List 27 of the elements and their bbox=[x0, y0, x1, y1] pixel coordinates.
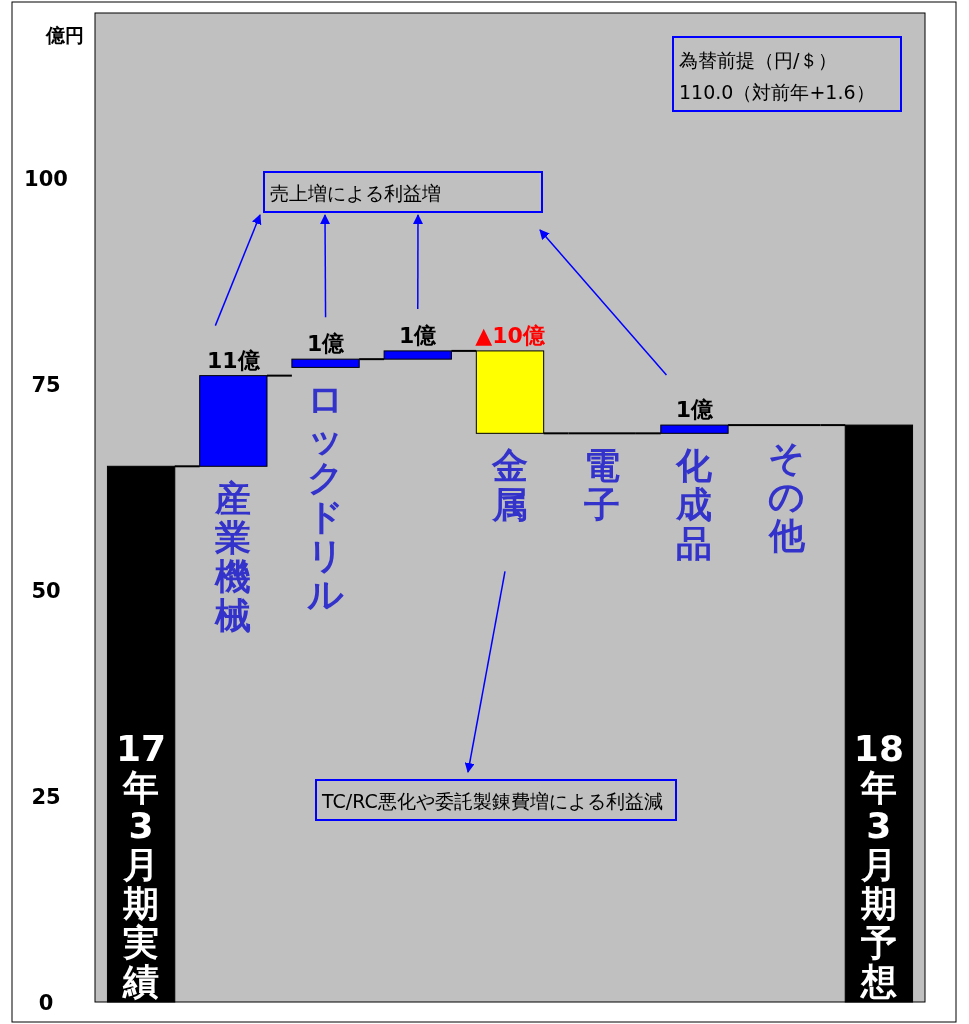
bar bbox=[475, 350, 545, 434]
y-tick-label: 0 bbox=[38, 991, 54, 1015]
x-tick-label: 産業機械 bbox=[214, 478, 252, 636]
y-axis-title: 億円 bbox=[45, 24, 84, 46]
y-tick-label: 75 bbox=[31, 372, 61, 397]
y-tick-label: 25 bbox=[31, 784, 61, 809]
data-label: 11億 bbox=[207, 347, 261, 373]
x-tick-label: その他 bbox=[767, 436, 806, 556]
x-tick-label: ロックドリル bbox=[307, 379, 345, 615]
data-label: 1億 bbox=[306, 331, 346, 357]
bar bbox=[383, 350, 452, 360]
y-tick-label: 100 bbox=[24, 166, 68, 191]
data-label: ▲10億 bbox=[475, 322, 546, 348]
data-label: 1億 bbox=[399, 322, 438, 348]
annotation: TC/RC悪化や委託製錬費増による利益減 bbox=[321, 790, 663, 812]
y-tick-label: 50 bbox=[31, 578, 61, 603]
bar bbox=[291, 358, 360, 368]
x-tick-label: 18年3月期予想 bbox=[853, 727, 904, 1002]
annotation: 為替前提（円/＄）110.0（対前年+1.6） bbox=[679, 49, 875, 103]
data-label: 1億 bbox=[675, 397, 715, 423]
x-tick-label: 金属 bbox=[491, 445, 528, 526]
bar bbox=[660, 424, 729, 434]
x-tick-label: 化成品 bbox=[675, 445, 714, 564]
annotation: 売上増による利益増 bbox=[270, 182, 441, 204]
x-tick-label: 17年3月期実績 bbox=[116, 727, 167, 1002]
bar bbox=[199, 375, 268, 467]
x-tick-label: 電子 bbox=[584, 445, 621, 526]
